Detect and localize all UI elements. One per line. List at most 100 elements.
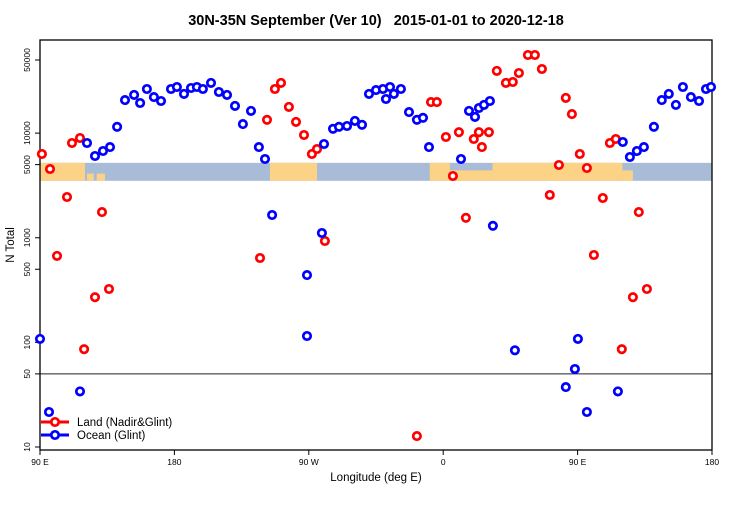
data-point xyxy=(221,89,233,100)
data-point xyxy=(641,283,652,295)
data-point xyxy=(513,67,524,79)
data-point xyxy=(670,99,681,110)
data-point xyxy=(298,129,310,141)
series-land xyxy=(36,49,652,442)
data-point xyxy=(677,81,688,93)
legend-marker xyxy=(49,429,61,441)
series-ocean xyxy=(34,77,717,418)
data-point xyxy=(431,97,442,108)
data-point xyxy=(447,170,458,182)
data-point xyxy=(380,93,392,105)
data-point xyxy=(356,119,368,130)
x-tick-label: 180 xyxy=(167,457,181,467)
data-point xyxy=(468,133,479,145)
data-point xyxy=(560,92,571,103)
data-point xyxy=(638,142,649,153)
data-point xyxy=(529,49,540,61)
data-point xyxy=(283,101,294,112)
data-point xyxy=(319,235,330,247)
data-point xyxy=(617,136,628,148)
data-point xyxy=(597,192,608,204)
band-land xyxy=(449,170,493,181)
data-point xyxy=(104,142,116,153)
data-point xyxy=(141,83,152,95)
data-point xyxy=(318,138,330,150)
data-point xyxy=(581,406,592,418)
data-point xyxy=(129,89,140,100)
chart-title: 30N-35N September (Ver 10) 2015-01-01 to… xyxy=(188,13,564,29)
data-point xyxy=(417,112,429,123)
x-tick-label: 0 xyxy=(441,457,446,467)
data-point xyxy=(509,345,520,356)
data-point xyxy=(566,109,577,120)
data-point xyxy=(290,116,302,127)
legend-label-ocean: Ocean (Glint) xyxy=(77,430,146,442)
data-point xyxy=(103,283,115,295)
data-point xyxy=(487,220,498,231)
data-point xyxy=(581,162,592,174)
y-tick-label: 1000 xyxy=(22,228,32,247)
legend: Land (Nadir&Glint)Ocean (Glint) xyxy=(41,416,172,442)
data-point xyxy=(316,227,327,239)
data-point xyxy=(476,142,487,153)
data-point xyxy=(74,386,86,397)
data-point xyxy=(81,137,93,149)
band-land xyxy=(429,162,450,181)
x-tick-label: 90 W xyxy=(299,457,319,467)
data-point xyxy=(66,137,78,149)
data-point xyxy=(245,105,257,116)
data-point xyxy=(553,159,564,171)
data-point xyxy=(311,143,323,155)
data-point xyxy=(616,344,627,355)
data-point xyxy=(253,142,264,153)
plot-border xyxy=(39,39,713,451)
coast-band xyxy=(40,162,712,181)
data-point xyxy=(693,95,705,107)
data-point xyxy=(491,65,502,76)
data-point xyxy=(79,344,90,355)
data-point xyxy=(624,151,635,163)
data-point xyxy=(259,153,271,165)
band-land xyxy=(87,173,94,181)
data-point xyxy=(484,95,495,107)
data-point xyxy=(574,148,585,160)
data-point xyxy=(333,121,345,132)
y-tick-label: 10000 xyxy=(22,121,32,145)
data-point xyxy=(469,111,481,122)
data-point xyxy=(135,97,146,109)
band-land xyxy=(622,170,633,181)
data-point xyxy=(275,77,287,88)
data-point xyxy=(97,145,109,157)
x-tick-label: 90 E xyxy=(569,457,587,467)
data-point xyxy=(663,88,674,99)
data-point xyxy=(536,63,547,75)
data-point xyxy=(648,121,659,132)
data-point xyxy=(403,107,415,118)
data-point xyxy=(685,92,696,103)
data-point xyxy=(440,131,451,143)
data-points xyxy=(34,49,717,442)
data-point xyxy=(388,88,399,99)
data-point xyxy=(341,120,353,132)
y-tick-label: 500 xyxy=(22,262,32,276)
data-point xyxy=(43,406,55,418)
data-point xyxy=(460,212,471,223)
data-point xyxy=(656,95,667,106)
data-point xyxy=(301,270,313,281)
data-point xyxy=(301,330,313,342)
data-point xyxy=(395,83,406,95)
data-point xyxy=(171,81,182,93)
data-point xyxy=(267,209,278,221)
y-tick-label: 50 xyxy=(22,369,32,379)
data-point xyxy=(349,115,360,126)
data-point xyxy=(205,77,217,88)
data-point xyxy=(89,150,101,162)
data-point xyxy=(705,81,717,93)
data-point xyxy=(588,249,599,261)
band-land xyxy=(96,173,105,181)
data-point xyxy=(96,207,108,218)
data-point xyxy=(631,145,642,157)
y-tick-label: 10 xyxy=(22,442,32,452)
data-point xyxy=(569,363,580,375)
